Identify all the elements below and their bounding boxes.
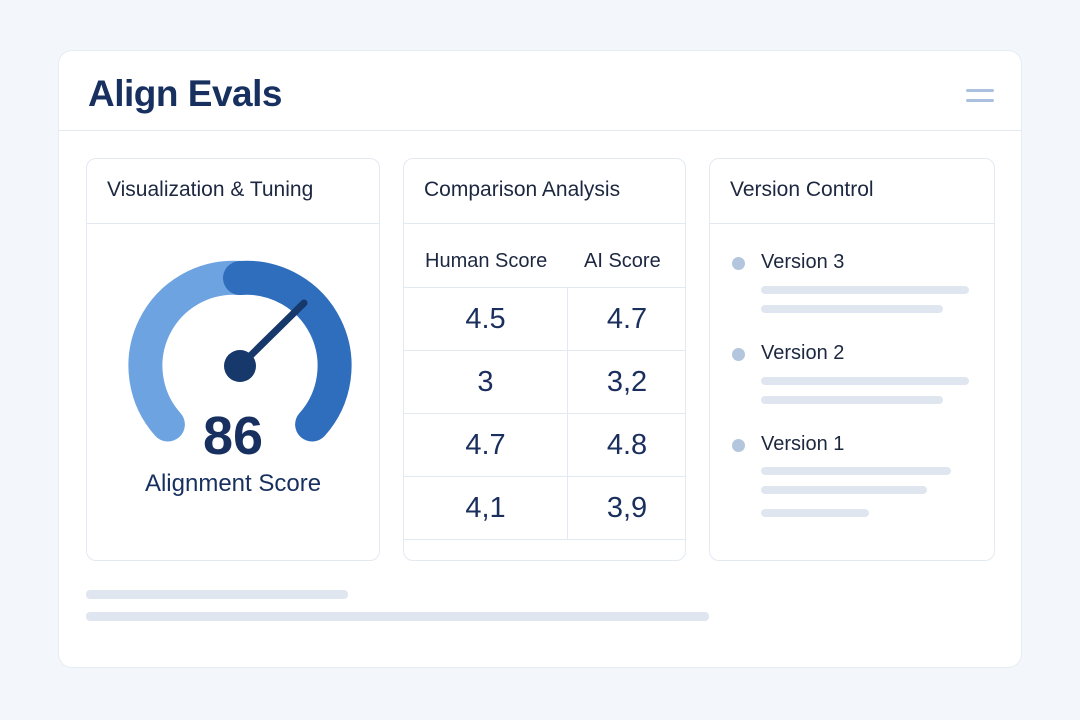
table-row: 3 3,2 <box>404 350 686 414</box>
version-label: Version 2 <box>761 342 845 364</box>
ai-score-cell: 4.7 <box>567 288 686 351</box>
bullet-icon <box>732 257 745 270</box>
panel-title: Version Control <box>710 159 994 224</box>
gauge-hub <box>224 350 256 382</box>
gauge-arc-low <box>128 260 257 442</box>
human-score-cell: 4.7 <box>465 429 506 461</box>
placeholder-line <box>761 396 943 404</box>
visualization-panel: Visualization & Tuning 86 Alignment Scor… <box>86 158 380 561</box>
ai-score-cell: 4.8 <box>567 414 686 477</box>
placeholder-line <box>761 486 927 494</box>
bullet-icon <box>732 348 745 361</box>
human-score-cell: 4.5 <box>465 303 506 335</box>
table-row: 4,1 3,9 <box>404 476 686 540</box>
table-row: 4.5 4.7 <box>404 287 686 351</box>
alignment-gauge <box>128 260 352 442</box>
gauge-arc-high <box>223 260 352 442</box>
column-header-human: Human Score <box>425 250 548 272</box>
hamburger-menu-icon[interactable] <box>966 87 996 103</box>
alignment-score-value: 86 <box>202 406 264 466</box>
column-header-ai: AI Score <box>584 250 661 272</box>
version-label: Version 1 <box>761 433 845 455</box>
page-title: Align Evals <box>88 73 282 114</box>
version-panel: Version Control Version 3 Version 2 Vers… <box>709 158 995 561</box>
placeholder-line <box>86 590 348 599</box>
ai-score-cell: 3,2 <box>567 351 686 414</box>
placeholder-line <box>761 377 969 385</box>
panel-title: Comparison Analysis <box>404 159 685 224</box>
placeholder-line <box>761 305 943 313</box>
comparison-panel: Comparison Analysis Human Score AI Score… <box>403 158 686 561</box>
table-row: 4.7 4.8 <box>404 413 686 477</box>
dashboard-card: Align Evals Visualization & Tuning 86 Al… <box>58 50 1022 668</box>
ai-score-cell: 3,9 <box>567 477 686 540</box>
bullet-icon <box>732 439 745 452</box>
version-label: Version 3 <box>761 251 845 273</box>
placeholder-line <box>761 509 869 517</box>
human-score-cell: 3 <box>477 366 494 398</box>
placeholder-line <box>761 286 969 294</box>
table-divider <box>404 539 685 540</box>
header: Align Evals <box>59 51 1021 131</box>
alignment-score-label: Alignment Score <box>144 470 322 497</box>
placeholder-line <box>86 612 709 621</box>
human-score-cell: 4,1 <box>465 492 506 524</box>
panel-title: Visualization & Tuning <box>87 159 379 224</box>
placeholder-line <box>761 467 951 475</box>
